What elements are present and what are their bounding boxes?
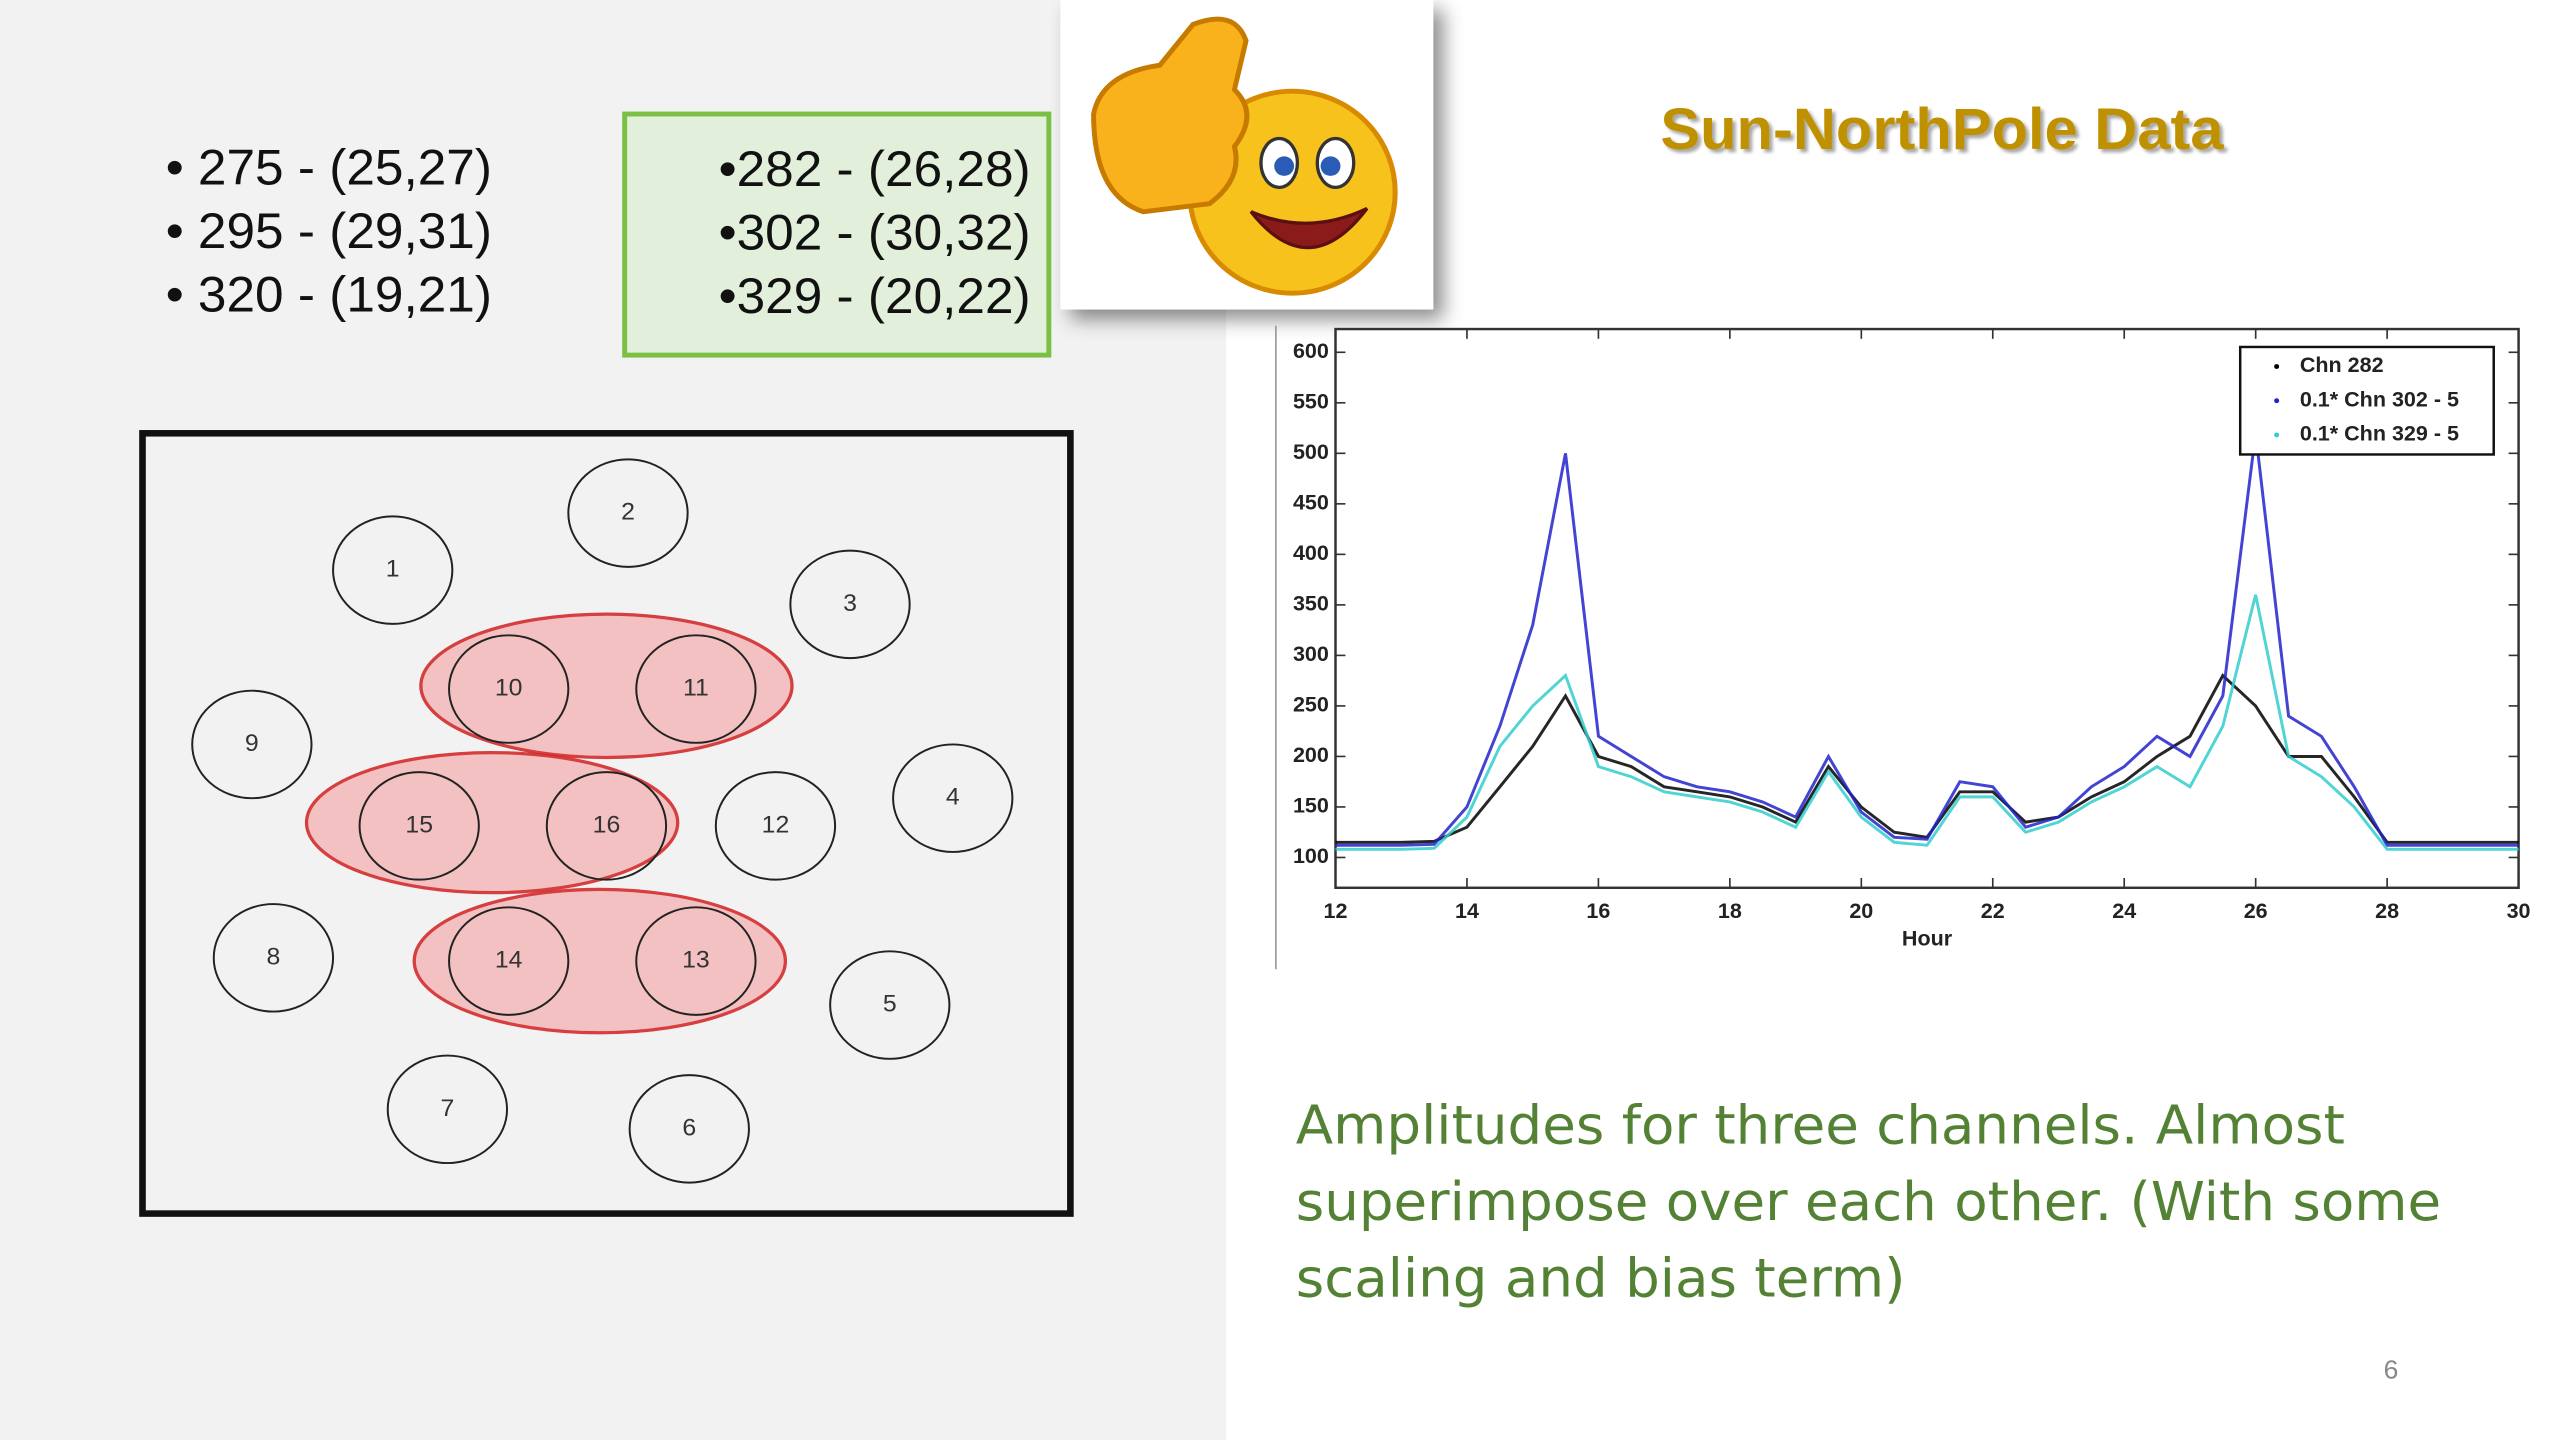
y-tick-label: 450	[1293, 491, 1329, 515]
bullet: •329 - (20,22)	[719, 267, 1031, 324]
node	[212, 903, 335, 1013]
y-tick-label: 550	[1293, 390, 1329, 414]
legend-marker	[2274, 398, 2280, 404]
node-label: 16	[593, 812, 621, 839]
y-tick-label: 600	[1293, 339, 1329, 363]
y-tick-label: 150	[1293, 794, 1329, 818]
node-label: 15	[405, 812, 433, 839]
legend-marker	[2274, 432, 2280, 438]
y-tick-label: 400	[1293, 541, 1329, 565]
x-tick-label: 24	[2112, 899, 2136, 923]
node	[191, 689, 313, 800]
left-list: • 275 - (25,27) • 295 - (29,31) • 320 - (1…	[166, 139, 492, 323]
y-tick-label: 200	[1293, 743, 1329, 767]
y-tick-label: 350	[1293, 592, 1329, 616]
node	[567, 458, 689, 568]
caption-line: Amplitudes for three channels. Almost	[1296, 1094, 2345, 1156]
legend-marker	[2274, 364, 2280, 369]
caption: Amplitudes for three channels. Almost sup…	[1296, 1094, 2441, 1310]
green-box	[622, 111, 1052, 358]
y-tick-label: 100	[1293, 844, 1329, 868]
bullet: •282 - (26,28)	[719, 140, 1031, 197]
bullet: • 295 - (29,31)	[166, 202, 492, 259]
x-tick-label: 14	[1455, 899, 1479, 923]
node-label: 11	[683, 675, 709, 702]
node-label: 4	[946, 784, 960, 811]
node-label: 3	[843, 590, 857, 617]
node-label: 12	[762, 812, 790, 839]
node	[545, 771, 668, 881]
node	[448, 906, 570, 1016]
x-tick-label: 30	[2507, 899, 2531, 923]
series-line	[1335, 594, 2519, 851]
x-tick-label: 22	[1981, 899, 2005, 923]
chart: 100 150 200 250 300 350 400 450 500 550 600 12 14 16 1…	[1293, 327, 2531, 951]
x-tick-label: 16	[1586, 899, 1610, 923]
node-label: 5	[883, 991, 897, 1018]
x-axis-label: Hour	[1902, 927, 1952, 951]
node	[829, 950, 951, 1060]
slide-title: Sun-NorthPole Data	[1660, 96, 2224, 162]
x-tick-label: 26	[2244, 899, 2268, 923]
x-tick-label: 12	[1324, 899, 1348, 923]
node-label: 9	[245, 730, 259, 757]
node	[892, 743, 1014, 853]
y-tick-label: 300	[1293, 642, 1329, 666]
node-label: 6	[682, 1115, 696, 1142]
x-tick-label: 28	[2375, 899, 2399, 923]
x-tick-label: 18	[1718, 899, 1742, 923]
box-list: •282 - (26,28) •302 - (30,32) •329 - (20,2…	[719, 140, 1031, 324]
node-label: 1	[386, 556, 400, 583]
caption-line: scaling and bias term)	[1296, 1247, 1906, 1309]
node	[358, 771, 480, 881]
legend-label: 0.1* Chn 329 - 5	[2300, 422, 2459, 446]
node	[714, 771, 837, 881]
legend-label: Chn 282	[2300, 353, 2384, 377]
series-line	[1335, 432, 2519, 847]
node	[635, 906, 757, 1016]
legend-label: 0.1* Chn 302 - 5	[2300, 387, 2459, 411]
bullet: • 275 - (25,27)	[166, 139, 492, 196]
bullet: • 320 - (19,21)	[166, 266, 492, 323]
node	[789, 549, 911, 660]
node-label: 13	[682, 947, 710, 974]
y-tick-label: 500	[1293, 440, 1329, 464]
node	[332, 515, 454, 625]
node	[628, 1074, 750, 1184]
node	[448, 634, 570, 744]
node-label: 2	[621, 499, 635, 526]
page-number: 6	[2384, 1355, 2399, 1385]
node-label: 7	[440, 1095, 454, 1122]
node-label: 10	[495, 675, 523, 702]
node-label: 14	[495, 947, 523, 974]
caption-line: superimpose over each other. (With some	[1296, 1170, 2441, 1232]
legend-box	[2238, 345, 2495, 456]
x-tick-label: 20	[1849, 899, 1873, 923]
node	[635, 634, 757, 744]
node	[386, 1054, 509, 1165]
y-tick-label: 250	[1293, 693, 1329, 717]
emoji	[1060, 0, 1434, 310]
node-label: 8	[266, 943, 280, 970]
bullet: •302 - (30,32)	[719, 204, 1031, 261]
